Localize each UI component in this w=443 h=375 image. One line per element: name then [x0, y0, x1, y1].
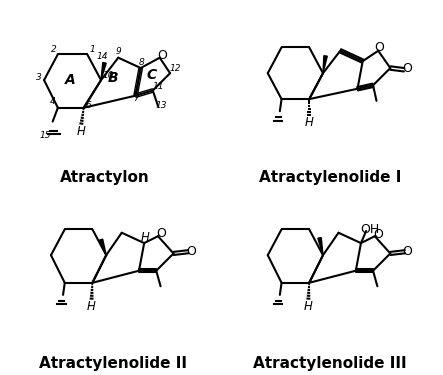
Text: Atractylenolide I: Atractylenolide I	[259, 170, 401, 185]
Polygon shape	[101, 63, 106, 80]
Polygon shape	[99, 239, 106, 255]
Text: O: O	[156, 227, 167, 240]
Text: H: H	[140, 231, 149, 243]
Text: 3: 3	[36, 73, 42, 82]
Text: O: O	[186, 245, 196, 258]
Polygon shape	[318, 238, 323, 255]
Text: 6: 6	[85, 101, 91, 110]
Text: 14: 14	[97, 53, 109, 62]
Text: 8: 8	[139, 58, 144, 67]
Text: O: O	[374, 41, 384, 54]
Text: 13: 13	[155, 101, 167, 110]
Text: 12: 12	[170, 64, 181, 74]
Text: O: O	[402, 62, 412, 75]
Text: O: O	[157, 50, 167, 63]
Text: O: O	[373, 228, 383, 241]
Text: H: H	[77, 124, 85, 138]
Text: H: H	[304, 300, 313, 313]
Text: 4: 4	[50, 97, 55, 106]
Text: B: B	[108, 71, 118, 86]
Text: 15: 15	[40, 131, 51, 140]
Text: Atractylenolide III: Atractylenolide III	[253, 356, 407, 371]
Text: 7: 7	[132, 94, 138, 103]
Polygon shape	[323, 56, 327, 73]
Text: 9: 9	[116, 47, 121, 56]
Text: C: C	[146, 68, 156, 82]
Text: 2: 2	[51, 45, 56, 54]
Text: 11: 11	[152, 82, 164, 91]
Text: Atractylenolide II: Atractylenolide II	[39, 356, 187, 371]
Text: A: A	[65, 73, 75, 87]
Text: Atractylon: Atractylon	[60, 170, 149, 185]
Text: H: H	[87, 300, 96, 313]
Text: 1: 1	[89, 45, 95, 54]
Text: H: H	[305, 116, 314, 129]
Text: O: O	[403, 245, 412, 258]
Text: 10: 10	[103, 71, 114, 80]
Text: OH: OH	[360, 223, 379, 236]
